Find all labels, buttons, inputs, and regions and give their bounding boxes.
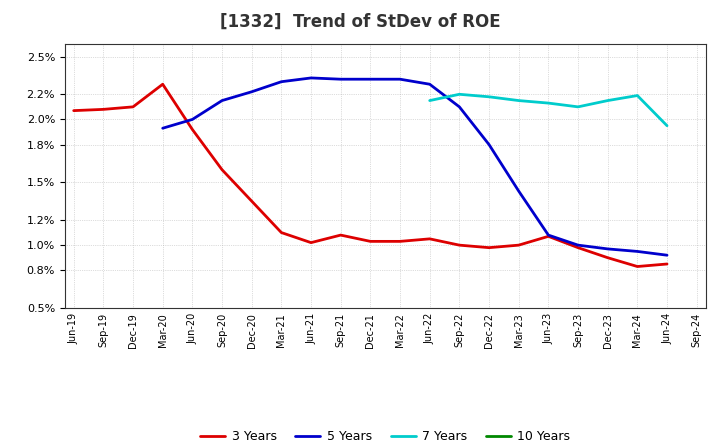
Text: [1332]  Trend of StDev of ROE: [1332] Trend of StDev of ROE	[220, 13, 500, 31]
3 Years	[188, 127, 197, 132]
5 Years	[217, 98, 226, 103]
5 Years	[336, 77, 345, 82]
5 Years	[455, 104, 464, 110]
7 Years	[574, 104, 582, 110]
3 Years	[69, 108, 78, 113]
3 Years	[99, 107, 108, 112]
5 Years	[277, 79, 286, 84]
3 Years	[485, 245, 493, 250]
3 Years	[336, 232, 345, 238]
5 Years	[514, 188, 523, 194]
3 Years	[633, 264, 642, 269]
Legend: 3 Years, 5 Years, 7 Years, 10 Years: 3 Years, 5 Years, 7 Years, 10 Years	[195, 425, 575, 440]
5 Years	[603, 246, 612, 252]
7 Years	[485, 94, 493, 99]
3 Years	[603, 255, 612, 260]
3 Years	[662, 261, 671, 267]
7 Years	[426, 98, 434, 103]
5 Years	[633, 249, 642, 254]
5 Years	[662, 253, 671, 258]
Line: 3 Years: 3 Years	[73, 84, 667, 267]
5 Years	[188, 117, 197, 122]
7 Years	[662, 123, 671, 128]
Line: 7 Years: 7 Years	[430, 94, 667, 126]
3 Years	[514, 242, 523, 248]
3 Years	[129, 104, 138, 110]
5 Years	[574, 242, 582, 248]
5 Years	[158, 125, 167, 131]
3 Years	[366, 239, 374, 244]
3 Years	[574, 245, 582, 250]
7 Years	[603, 98, 612, 103]
7 Years	[633, 93, 642, 98]
7 Years	[514, 98, 523, 103]
3 Years	[217, 167, 226, 172]
7 Years	[455, 92, 464, 97]
5 Years	[366, 77, 374, 82]
3 Years	[426, 236, 434, 242]
Line: 5 Years: 5 Years	[163, 78, 667, 255]
5 Years	[544, 232, 553, 238]
7 Years	[544, 100, 553, 106]
3 Years	[248, 198, 256, 204]
5 Years	[248, 89, 256, 95]
5 Years	[396, 77, 405, 82]
5 Years	[426, 81, 434, 87]
5 Years	[485, 142, 493, 147]
3 Years	[396, 239, 405, 244]
3 Years	[455, 242, 464, 248]
3 Years	[307, 240, 315, 245]
3 Years	[277, 230, 286, 235]
5 Years	[307, 75, 315, 81]
3 Years	[158, 81, 167, 87]
3 Years	[544, 234, 553, 239]
